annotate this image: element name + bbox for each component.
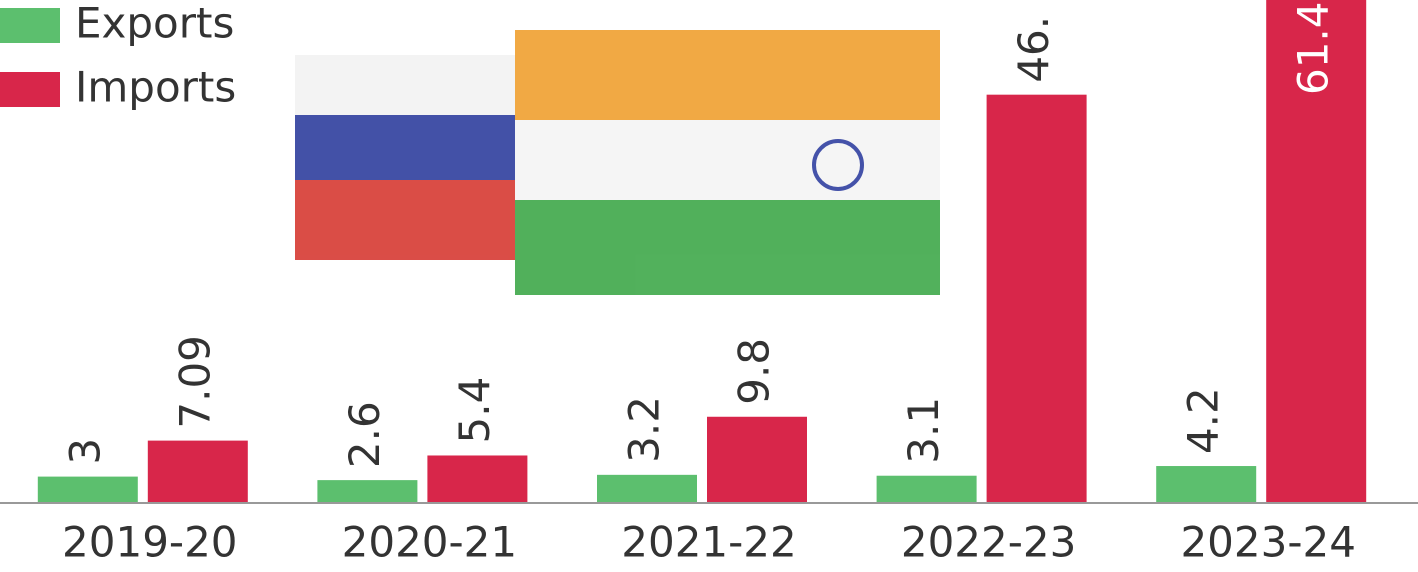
- container-illustration: [295, 30, 940, 295]
- bar: [876, 475, 977, 503]
- legend-label: Imports: [75, 63, 236, 112]
- bar: [147, 440, 248, 503]
- value-label: 3.1: [899, 397, 948, 464]
- value-label: 9.8: [730, 338, 779, 405]
- legend-swatch: [0, 8, 60, 43]
- value-label: 46.: [1009, 16, 1058, 83]
- bar: [427, 455, 528, 503]
- x-tick-label: 2021-22: [621, 518, 797, 567]
- bar: [1266, 0, 1367, 504]
- bar: [37, 476, 138, 503]
- x-tick-label: 2022-23: [901, 518, 1077, 567]
- bar: [597, 474, 697, 503]
- value-label: 2.6: [340, 401, 389, 468]
- value-label: 61.4: [1289, 1, 1338, 95]
- bar: [707, 416, 807, 503]
- bar: [1156, 466, 1257, 503]
- value-label: 5.4: [450, 377, 499, 444]
- bar: [317, 480, 418, 503]
- value-label: 4.2: [1179, 387, 1228, 454]
- x-tick-label: 2023-24: [1180, 518, 1356, 567]
- x-tick-label: 2020-21: [342, 518, 518, 567]
- value-label: 3.2: [620, 396, 669, 463]
- bar: [986, 94, 1087, 504]
- legend-label: Exports: [75, 0, 234, 48]
- legend-swatch: [0, 72, 60, 107]
- value-label: 7.09: [170, 335, 219, 429]
- x-tick-label: 2019-20: [62, 518, 238, 567]
- value-label: 3: [60, 438, 109, 465]
